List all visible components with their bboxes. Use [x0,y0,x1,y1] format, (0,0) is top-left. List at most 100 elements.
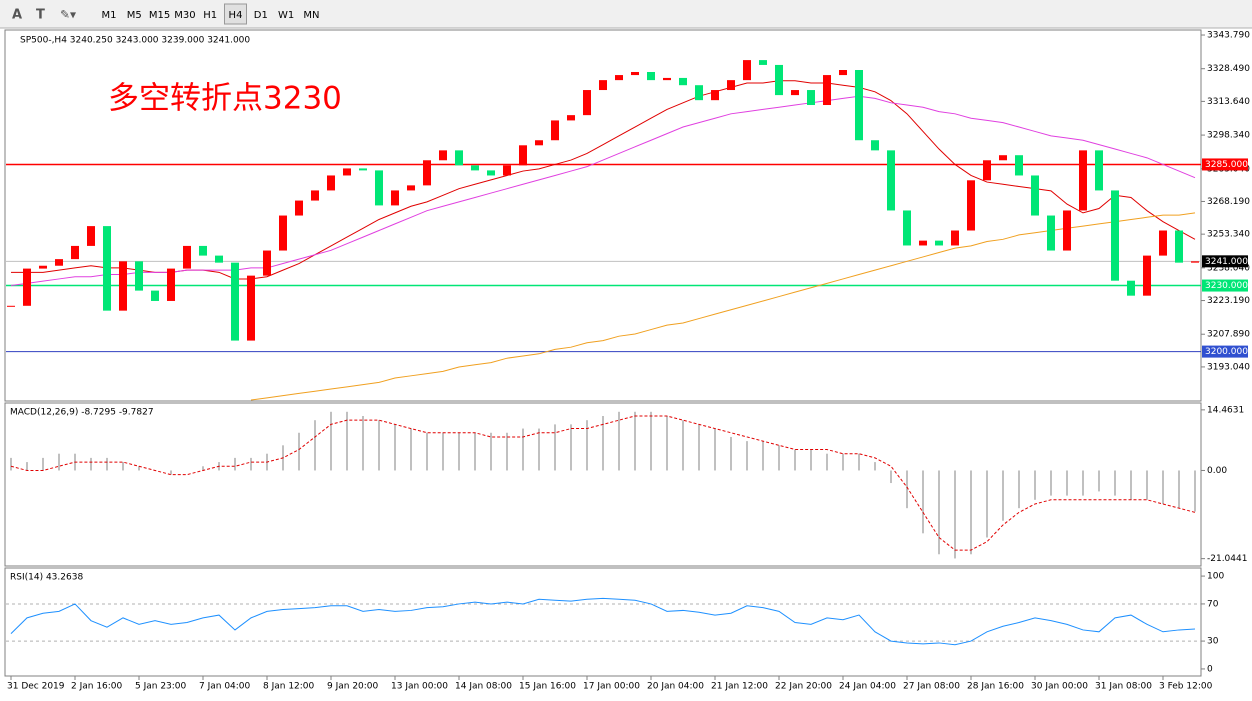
candle-body [1159,230,1167,256]
candle-body [519,145,527,166]
candle-body [103,226,111,311]
candle-body [407,185,415,191]
y-tick-label: 3207.890 [1207,330,1250,340]
candle-body [311,190,319,201]
candle-body [439,150,447,161]
candle-body [503,165,511,176]
timeframe-button[interactable]: D1 [254,10,268,21]
candle-body [199,245,207,256]
candle-body [775,64,783,96]
candle-body [855,70,863,141]
candle-body [887,150,895,211]
candle-body [247,275,255,341]
candle-body [727,80,735,91]
timeframe-button[interactable]: W1 [278,10,294,21]
candle-body [1127,280,1135,296]
y-tick-label: 3253.340 [1207,230,1250,240]
candle-body [583,90,591,116]
candle-body [231,262,239,341]
candle-body [215,255,223,263]
macd-signal [10,415,1196,551]
candle-body [327,175,335,191]
active-timeframe [224,3,247,25]
x-tick-label: 28 Jan 16:00 [967,682,1024,692]
y-tick-label: -21.0441 [1207,554,1247,564]
timeframe-button[interactable]: M15 [149,10,170,21]
timeframe-button[interactable]: H4 [229,10,243,21]
x-tick-label: 27 Jan 08:00 [903,682,960,692]
x-tick-label: 14 Jan 08:00 [455,682,512,692]
y-tick-label: 3343.790 [1207,31,1250,41]
chart-header: SP500-,H4 3240.250 3243.000 3239.000 324… [20,36,250,46]
candle-body [183,245,191,269]
candle-body [807,90,815,106]
candle-body [1063,210,1071,251]
candle-body [695,85,703,101]
annotation: 多空转折点3230 [108,81,342,117]
candle-body [599,80,607,91]
candle-body [903,210,911,246]
rsi-line [10,597,1196,646]
candle-body [615,75,623,81]
level-label-bg [1202,255,1248,268]
x-tick-label: 2 Jan 16:00 [71,682,123,692]
candle-body [983,160,991,181]
timeframe-button[interactable]: H1 [203,10,217,21]
candle-body [1015,155,1023,176]
candle-body [567,115,575,121]
candle-body [951,230,959,246]
x-tick-label: 30 Jan 00:00 [1031,682,1088,692]
candle-body [167,268,175,301]
candle-body [1143,255,1151,296]
candle-body [999,155,1007,161]
candle-body [39,265,47,269]
moving-average [250,212,1196,401]
candle-body [263,250,271,276]
level-label-bg [1202,158,1248,171]
y-tick-label: 3268.190 [1207,197,1250,207]
candle-body [135,261,143,291]
tool-button[interactable]: ✎▾ [60,8,76,22]
level-label-bg [1202,345,1248,358]
x-tick-label: 8 Jan 12:00 [263,682,315,692]
y-tick-label: 3238.040 [1207,263,1250,273]
x-tick-label: 7 Jan 04:00 [199,682,251,692]
y-tick-label: 30 [1207,637,1219,647]
y-tick-label: 3328.490 [1207,64,1250,74]
candle-body [839,70,847,76]
candle-body [23,268,31,306]
candle-body [791,90,799,96]
candle-body [1111,190,1119,281]
candle-body [759,60,767,65]
macd-label: MACD(12,26,9) -8.7295 -9.7827 [10,408,154,418]
candle-body [743,60,751,81]
y-tick-label: 3313.640 [1207,97,1250,107]
candle-body [1175,230,1183,263]
timeframe-button[interactable]: M30 [174,10,195,21]
x-tick-label: 5 Jan 23:00 [135,682,187,692]
x-tick-label: 31 Jan 08:00 [1095,682,1152,692]
timeframe-button[interactable]: M1 [102,10,117,21]
candle-body [1031,175,1039,216]
rsi-label: RSI(14) 43.2638 [10,573,83,583]
candle-body [359,168,367,171]
candle-body [423,160,431,186]
x-tick-label: 13 Jan 00:00 [391,682,448,692]
candle-body [71,245,79,260]
candle-body [279,215,287,251]
timeframe-button[interactable]: MN [303,10,319,21]
timeframe-button[interactable]: M5 [127,10,142,21]
candle-body [967,180,975,231]
candle-body [551,120,559,141]
toolbar [0,0,1252,28]
candle-body [391,190,399,206]
x-tick-label: 3 Feb 12:00 [1159,682,1213,692]
candle-body [871,140,879,151]
tool-button[interactable]: A [12,8,22,23]
candle-body [151,290,159,301]
moving-average [10,95,1196,287]
candle-body [1079,150,1087,211]
moving-average [11,80,1196,280]
tool-button[interactable]: T [36,8,45,23]
